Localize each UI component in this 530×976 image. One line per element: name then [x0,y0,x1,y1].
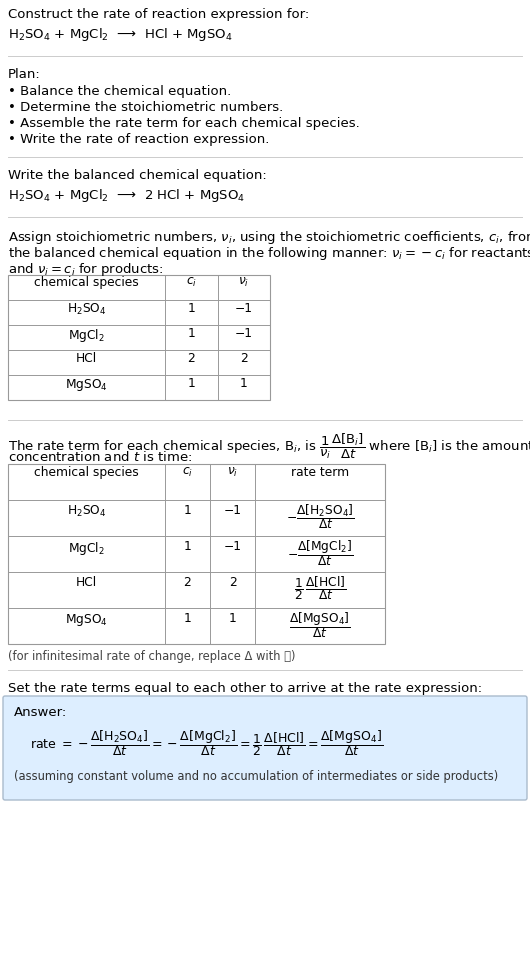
Text: −1: −1 [224,540,242,553]
Text: 1: 1 [183,612,191,625]
Text: concentration and $t$ is time:: concentration and $t$ is time: [8,450,192,464]
Text: rate term: rate term [291,466,349,479]
Text: the balanced chemical equation in the following manner: $\nu_i = -c_i$ for react: the balanced chemical equation in the fo… [8,245,530,262]
Text: (for infinitesimal rate of change, replace Δ with 𝑑): (for infinitesimal rate of change, repla… [8,650,296,663]
Text: MgSO$_4$: MgSO$_4$ [65,612,108,628]
Text: H$_2$SO$_4$: H$_2$SO$_4$ [67,504,107,519]
Text: $\nu_i$: $\nu_i$ [238,276,250,289]
Text: $\nu_i$: $\nu_i$ [227,466,238,479]
Text: −1: −1 [235,327,253,340]
Text: 1: 1 [183,504,191,517]
Text: Write the balanced chemical equation:: Write the balanced chemical equation: [8,169,267,182]
Text: Assign stoichiometric numbers, $\nu_i$, using the stoichiometric coefficients, $: Assign stoichiometric numbers, $\nu_i$, … [8,229,530,246]
Bar [8,464,385,644]
Text: $c_i$: $c_i$ [186,276,197,289]
Text: 1: 1 [228,612,236,625]
FancyBboxPatch shape [3,696,527,800]
Text: Construct the rate of reaction expression for:: Construct the rate of reaction expressio… [8,8,309,21]
Text: −1: −1 [224,504,242,517]
Text: 1: 1 [188,302,196,315]
Text: $\dfrac{1}{2}\,\dfrac{\Delta[\mathrm{HCl}]}{\Delta t}$: $\dfrac{1}{2}\,\dfrac{\Delta[\mathrm{HCl… [294,574,346,602]
Text: Set the rate terms equal to each other to arrive at the rate expression:: Set the rate terms equal to each other t… [8,682,482,695]
Text: • Write the rate of reaction expression.: • Write the rate of reaction expression. [8,133,269,146]
Text: $\dfrac{\Delta[\mathrm{MgSO_4}]}{\Delta t}$: $\dfrac{\Delta[\mathrm{MgSO_4}]}{\Delta … [289,610,351,640]
Text: 1: 1 [188,377,196,390]
Text: H$_2$SO$_4$ + MgCl$_2$  ⟶  2 HCl + MgSO$_4$: H$_2$SO$_4$ + MgCl$_2$ ⟶ 2 HCl + MgSO$_4… [8,187,245,204]
Text: 2: 2 [228,576,236,589]
Text: • Determine the stoichiometric numbers.: • Determine the stoichiometric numbers. [8,101,283,114]
Text: MgSO$_4$: MgSO$_4$ [65,377,108,393]
Text: 1: 1 [183,540,191,553]
Text: HCl: HCl [76,576,97,589]
Text: • Assemble the rate term for each chemical species.: • Assemble the rate term for each chemic… [8,117,360,130]
Text: $c_i$: $c_i$ [182,466,193,479]
Text: The rate term for each chemical species, B$_i$, is $\dfrac{1}{\nu_i}\dfrac{\Delt: The rate term for each chemical species,… [8,432,530,462]
Text: 2: 2 [183,576,191,589]
Bar [8,275,270,400]
Text: chemical species: chemical species [34,466,139,479]
Text: Plan:: Plan: [8,68,41,81]
Text: H$_2$SO$_4$ + MgCl$_2$  ⟶  HCl + MgSO$_4$: H$_2$SO$_4$ + MgCl$_2$ ⟶ HCl + MgSO$_4$ [8,26,233,43]
Text: $-\dfrac{\Delta[\mathrm{MgCl_2}]}{\Delta t}$: $-\dfrac{\Delta[\mathrm{MgCl_2}]}{\Delta… [287,538,353,568]
Text: MgCl$_2$: MgCl$_2$ [68,540,105,557]
Text: (assuming constant volume and no accumulation of intermediates or side products): (assuming constant volume and no accumul… [14,770,498,783]
Text: −1: −1 [235,302,253,315]
Text: H$_2$SO$_4$: H$_2$SO$_4$ [67,302,107,317]
Text: rate $= -\dfrac{\Delta[\mathrm{H_2SO_4}]}{\Delta t} = -\dfrac{\Delta[\mathrm{MgC: rate $= -\dfrac{\Delta[\mathrm{H_2SO_4}]… [30,728,383,758]
Text: and $\nu_i = c_i$ for products:: and $\nu_i = c_i$ for products: [8,261,164,278]
Text: chemical species: chemical species [34,276,139,289]
Text: MgCl$_2$: MgCl$_2$ [68,327,105,344]
Text: 2: 2 [240,352,248,365]
Text: 1: 1 [188,327,196,340]
Text: Answer:: Answer: [14,706,67,719]
Text: HCl: HCl [76,352,97,365]
Text: 2: 2 [188,352,196,365]
Text: $-\dfrac{\Delta[\mathrm{H_2SO_4}]}{\Delta t}$: $-\dfrac{\Delta[\mathrm{H_2SO_4}]}{\Delt… [286,502,355,531]
Text: 1: 1 [240,377,248,390]
Text: • Balance the chemical equation.: • Balance the chemical equation. [8,85,231,98]
